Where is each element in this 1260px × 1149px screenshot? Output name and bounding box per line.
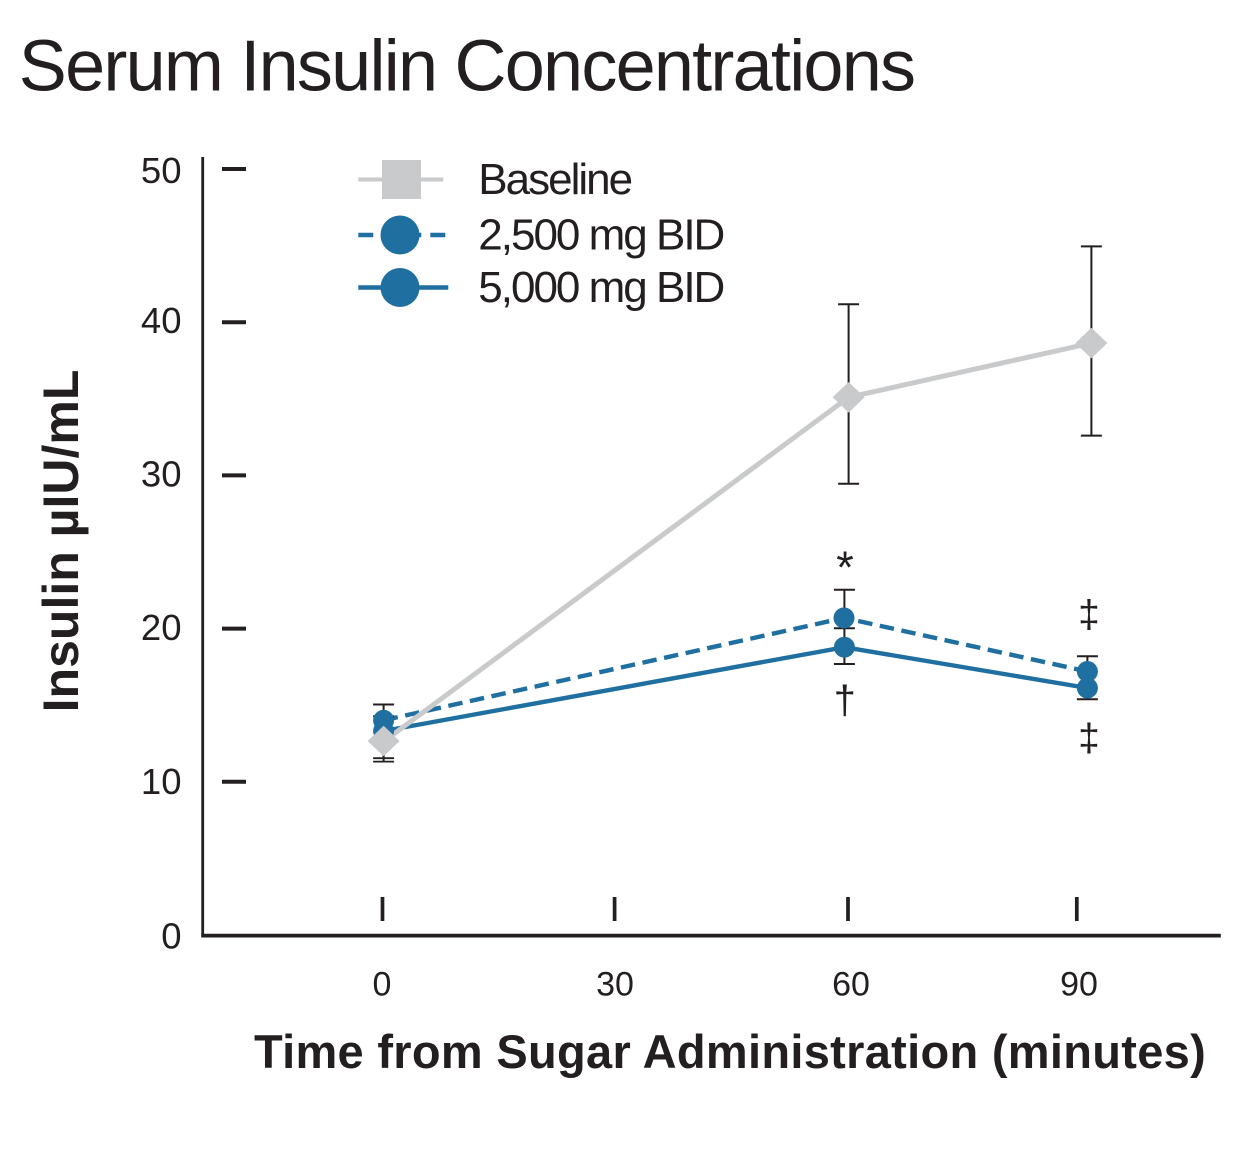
svg-text:*: * bbox=[836, 542, 854, 593]
svg-text:90: 90 bbox=[1060, 965, 1098, 1003]
svg-text:‡: ‡ bbox=[1078, 594, 1100, 637]
svg-text:†: † bbox=[834, 679, 856, 723]
svg-text:30: 30 bbox=[596, 965, 634, 1003]
svg-text:2,500 mg BID: 2,500 mg BID bbox=[478, 211, 723, 260]
svg-text:60: 60 bbox=[832, 965, 870, 1003]
svg-text:30: 30 bbox=[141, 453, 182, 494]
svg-text:Serum Insulin Concentrations: Serum Insulin Concentrations bbox=[19, 27, 914, 107]
svg-text:50: 50 bbox=[141, 150, 182, 191]
svg-text:5,000 mg BID: 5,000 mg BID bbox=[478, 263, 723, 312]
svg-text:Time from Sugar Administration: Time from Sugar Administration (minutes) bbox=[254, 1025, 1206, 1078]
svg-text:40: 40 bbox=[141, 300, 182, 341]
svg-text:0: 0 bbox=[161, 915, 181, 956]
svg-text:0: 0 bbox=[373, 965, 392, 1003]
svg-text:Insulin µIU/mL: Insulin µIU/mL bbox=[33, 370, 89, 713]
svg-text:Baseline: Baseline bbox=[478, 155, 631, 204]
svg-text:10: 10 bbox=[141, 761, 182, 802]
svg-text:20: 20 bbox=[141, 607, 182, 648]
svg-text:‡: ‡ bbox=[1078, 717, 1100, 760]
